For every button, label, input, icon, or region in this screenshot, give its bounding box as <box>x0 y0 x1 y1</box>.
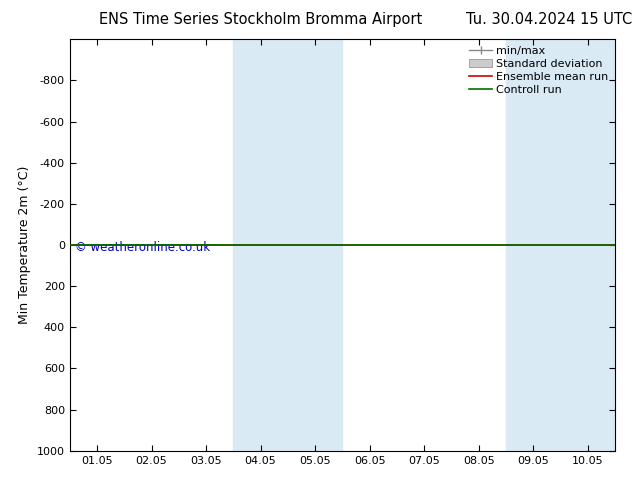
Text: ENS Time Series Stockholm Bromma Airport: ENS Time Series Stockholm Bromma Airport <box>99 12 422 27</box>
Bar <box>506 39 615 451</box>
Text: Tu. 30.04.2024 15 UTC: Tu. 30.04.2024 15 UTC <box>467 12 633 27</box>
Legend: min/max, Standard deviation, Ensemble mean run, Controll run: min/max, Standard deviation, Ensemble me… <box>465 42 612 99</box>
Text: © weatheronline.co.uk: © weatheronline.co.uk <box>75 242 210 254</box>
Y-axis label: Min Temperature 2m (°C): Min Temperature 2m (°C) <box>18 166 31 324</box>
Bar <box>233 39 342 451</box>
